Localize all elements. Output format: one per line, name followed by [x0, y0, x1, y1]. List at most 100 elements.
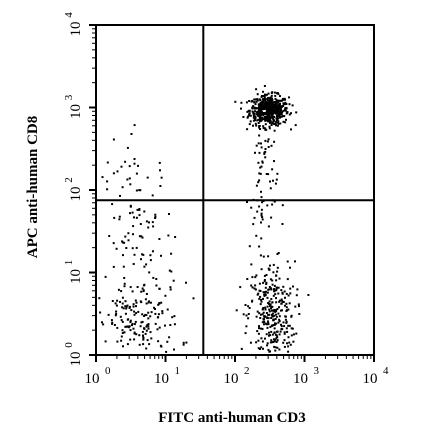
- event-dot: [270, 341, 273, 344]
- event-dot: [270, 305, 273, 308]
- event-dot: [283, 103, 286, 106]
- event-dot: [263, 96, 266, 99]
- event-dot: [263, 280, 266, 283]
- event-dot: [278, 320, 281, 323]
- event-dot: [254, 119, 257, 122]
- event-dot: [140, 321, 143, 324]
- event-dot: [125, 247, 128, 249]
- event-dot: [269, 304, 271, 307]
- event-dot: [143, 315, 146, 317]
- event-dot: [258, 98, 261, 101]
- y-tick-exponent: 1: [63, 260, 75, 266]
- event-dot: [251, 99, 254, 102]
- event-dot: [161, 310, 164, 313]
- event-dot: [168, 213, 170, 215]
- event-dot: [268, 114, 271, 117]
- event-dot: [148, 221, 150, 224]
- y-tick-exponent: 3: [63, 94, 75, 100]
- event-dot: [169, 286, 172, 289]
- event-dot: [125, 307, 128, 310]
- event-dot: [148, 271, 151, 274]
- event-dot: [267, 323, 270, 326]
- event-dot: [258, 151, 261, 154]
- event-dot: [147, 301, 150, 304]
- event-dot: [151, 221, 154, 224]
- event-dot: [268, 125, 271, 128]
- event-dot: [274, 112, 277, 114]
- event-dot: [271, 301, 274, 304]
- event-dot: [192, 297, 195, 300]
- event-dot: [273, 284, 276, 287]
- event-dot: [285, 321, 288, 324]
- event-dot: [262, 297, 264, 300]
- event-dot: [264, 291, 266, 294]
- event-dot: [255, 111, 258, 114]
- event-dot: [258, 115, 261, 118]
- event-dot: [279, 113, 282, 116]
- event-dot: [119, 300, 121, 303]
- event-dot: [274, 322, 276, 325]
- event-dot: [277, 93, 280, 96]
- event-dot: [258, 205, 261, 208]
- event-dot: [269, 334, 272, 337]
- event-dot: [269, 303, 272, 306]
- event-dot: [284, 315, 287, 318]
- event-dot: [270, 339, 273, 342]
- event-dot: [259, 105, 262, 108]
- event-dot: [141, 330, 144, 333]
- event-dot: [274, 107, 276, 110]
- event-dot: [288, 96, 290, 99]
- event-dot: [264, 119, 267, 122]
- event-dot: [270, 288, 273, 291]
- event-dot: [246, 110, 249, 113]
- event-dot: [260, 346, 263, 349]
- event-dot: [262, 90, 264, 93]
- event-dot: [259, 317, 262, 319]
- event-dot: [133, 158, 136, 160]
- event-dot: [124, 325, 127, 328]
- event-dot: [104, 275, 107, 278]
- event-dot: [273, 345, 276, 348]
- event-dot: [257, 122, 260, 124]
- event-dot: [139, 223, 142, 225]
- event-dot: [274, 349, 277, 352]
- event-dot: [290, 327, 293, 330]
- event-dot: [266, 105, 269, 108]
- event-dot: [259, 128, 261, 130]
- event-dot: [256, 310, 259, 313]
- event-dot: [284, 318, 287, 321]
- event-dot: [124, 235, 127, 238]
- event-dot: [285, 107, 288, 110]
- event-dot: [173, 323, 176, 326]
- event-dot: [275, 297, 277, 300]
- event-dot: [133, 338, 136, 341]
- event-dot: [270, 216, 273, 219]
- event-dot: [123, 277, 126, 279]
- event-dot: [145, 314, 148, 317]
- event-dot: [129, 183, 132, 186]
- event-dot: [169, 324, 172, 326]
- event-dot: [267, 92, 270, 95]
- event-dot: [121, 186, 124, 189]
- event-dot: [298, 313, 301, 315]
- event-dot: [104, 340, 107, 343]
- event-dot: [258, 325, 260, 328]
- event-dot: [268, 127, 271, 130]
- event-dot: [288, 341, 291, 344]
- event-dot: [157, 313, 160, 316]
- event-dot: [258, 172, 261, 175]
- event-dot: [263, 323, 265, 326]
- event-dot: [274, 122, 277, 125]
- event-dot: [250, 284, 253, 287]
- event-dot: [282, 98, 285, 101]
- event-dot: [152, 250, 154, 253]
- event-dot: [123, 331, 126, 334]
- event-dot: [152, 276, 155, 279]
- event-dot: [275, 309, 278, 312]
- event-dot: [282, 102, 285, 105]
- event-dot: [165, 350, 168, 353]
- event-dot: [274, 313, 277, 316]
- event-dot: [240, 107, 242, 110]
- event-dot: [275, 104, 278, 107]
- event-dot: [132, 305, 135, 308]
